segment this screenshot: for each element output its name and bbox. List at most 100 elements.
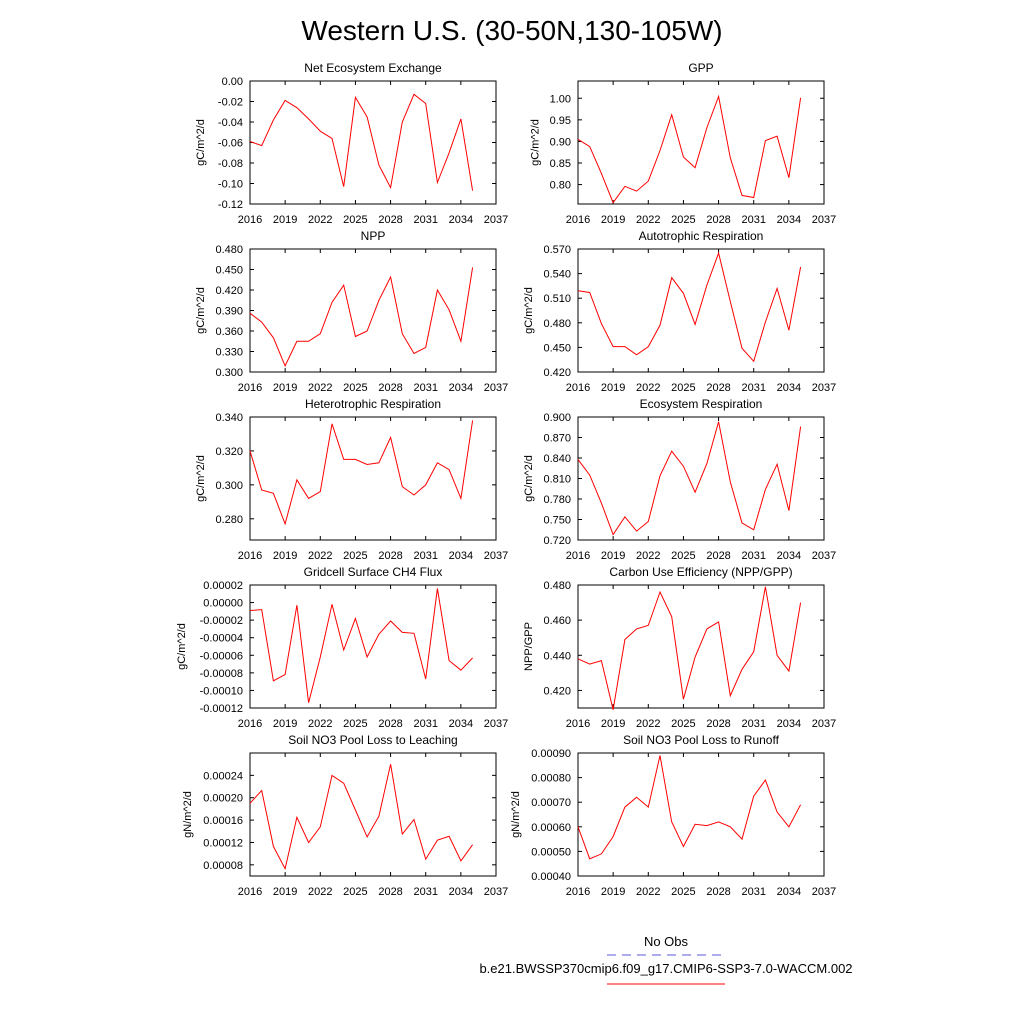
y-tick-label: 0.450 [543,342,571,354]
x-tick-label: 2019 [601,886,625,898]
y-tick-label: 0.95 [550,115,571,127]
plot-frame [249,752,497,877]
y-tick-label: 0.00080 [531,773,571,785]
y-tick-label: 0.420 [215,285,243,297]
x-tick-label: 2034 [777,214,801,226]
y-tick-label: 0.750 [543,515,571,527]
panel-title: Heterotrophic Respiration [305,397,441,411]
y-tick-label: 0.480 [543,580,571,592]
legend-label-case: b.e21.BWSSP370cmip6.f09_g17.CMIP6-SSP3-7… [479,961,852,976]
x-tick-label: 2031 [741,214,765,226]
y-axis-label: gN/m^2/d [510,791,522,838]
y-tick-label: 0.00000 [203,598,243,610]
y-axis-label: gC/m^2/d [176,623,188,670]
x-tick-label: 2028 [706,214,730,226]
y-tick-label: 0.85 [550,158,571,170]
y-tick-label: 0.280 [215,514,243,526]
x-tick-label: 2019 [273,886,297,898]
x-tick-label: 2028 [378,382,402,394]
y-tick-label: 0.810 [543,474,571,486]
y-tick-label: -0.00008 [200,668,243,680]
x-tick-label: 2016 [566,718,590,730]
x-tick-label: 2037 [484,886,508,898]
y-tick-label: 0.00012 [203,837,243,849]
y-tick-label: 0.00050 [531,846,571,858]
plot-frame [249,584,497,709]
panel-gpp: GPP 2016 2019 2022 2025 2028 2031 2034 2037 0.80 0… [529,61,836,226]
y-tick-label: 0.480 [215,244,243,256]
panel-title: Net Ecosystem Exchange [304,61,442,75]
y-tick-label: 0.540 [543,269,571,281]
y-tick-label: 0.900 [543,412,571,424]
x-tick-label: 2019 [601,550,625,562]
panel-title: Soil NO3 Pool Loss to Leaching [288,733,457,747]
panel-soil-no3-pool-loss-to-runoff: Soil NO3 Pool Loss to Runoff 2016 2019 2022… [510,733,836,898]
x-tick-label: 2016 [238,382,262,394]
series-line [577,94,802,204]
series-line [577,421,802,536]
x-tick-label: 2022 [308,718,332,730]
x-tick-label: 2037 [484,382,508,394]
x-tick-label: 2037 [812,550,836,562]
x-tick-label: 2034 [449,550,473,562]
y-tick-label: 0.00 [222,76,243,88]
panel-net-ecosystem-exchange: Net Ecosystem Exchange 2016 2019 2022 2025 20… [195,61,508,226]
x-tick-label: 2016 [566,214,590,226]
y-tick-label: -0.02 [218,97,243,109]
x-tick-label: 2022 [308,382,332,394]
x-tick-label: 2034 [449,214,473,226]
panel-title: Autotrophic Respiration [639,229,764,243]
panel-npp: NPP 2016 2019 2022 2025 2028 2031 2034 2037 0.300… [195,229,508,394]
y-tick-label: 0.570 [543,244,571,256]
panel-title: GPP [688,61,713,75]
x-tick-label: 2031 [741,382,765,394]
panel-gridcell-surface-ch4-flux: Gridcell Surface CH4 Flux 2016 2019 2022 202… [176,565,508,730]
y-tick-label: 0.840 [543,453,571,465]
x-tick-label: 2025 [343,214,367,226]
x-tick-label: 2031 [413,886,437,898]
x-tick-label: 2037 [484,214,508,226]
y-tick-label: 0.480 [543,318,571,330]
x-tick-label: 2034 [777,382,801,394]
y-tick-label: 0.00070 [531,797,571,809]
panel-heterotrophic-respiration: Heterotrophic Respiration 2016 2019 2022 202… [195,397,508,562]
x-tick-label: 2022 [636,718,660,730]
x-tick-label: 2031 [741,718,765,730]
y-tick-label: 0.420 [543,367,571,379]
x-tick-label: 2031 [741,886,765,898]
x-tick-label: 2016 [238,550,262,562]
x-tick-label: 2034 [777,550,801,562]
y-tick-label: 0.300 [215,367,243,379]
y-tick-label: -0.00010 [200,685,243,697]
plot-frame [249,416,497,541]
x-tick-label: 2019 [273,382,297,394]
x-tick-label: 2028 [378,214,402,226]
x-tick-label: 2016 [238,886,262,898]
x-tick-label: 2025 [343,718,367,730]
y-tick-label: 0.00060 [531,822,571,834]
y-tick-label: 0.00016 [203,815,243,827]
y-tick-label: -0.00012 [200,703,243,715]
plot-frame [577,752,825,877]
panel-title: Soil NO3 Pool Loss to Runoff [623,733,780,747]
x-tick-label: 2022 [636,550,660,562]
y-tick-label: 0.320 [215,446,243,458]
y-tick-label: 0.450 [215,265,243,277]
x-tick-label: 2028 [378,550,402,562]
x-tick-label: 2031 [413,214,437,226]
x-tick-label: 2016 [238,214,262,226]
plot-frame [577,584,825,709]
x-tick-label: 2025 [671,550,695,562]
y-tick-label: 0.00040 [531,871,571,883]
y-axis-label: gC/m^2/d [195,287,207,334]
y-tick-label: -0.00004 [200,633,243,645]
y-axis-label: gC/m^2/d [195,455,207,502]
x-tick-label: 2025 [343,550,367,562]
x-tick-label: 2028 [378,886,402,898]
y-tick-label: 0.00008 [203,860,243,872]
panel-title: Carbon Use Efficiency (NPP/GPP) [609,565,792,579]
x-tick-label: 2034 [449,382,473,394]
panels-grid: Net Ecosystem Exchange 2016 2019 2022 2025 20… [176,61,836,898]
page-title: Western U.S. (30-50N,130-105W) [301,15,722,46]
